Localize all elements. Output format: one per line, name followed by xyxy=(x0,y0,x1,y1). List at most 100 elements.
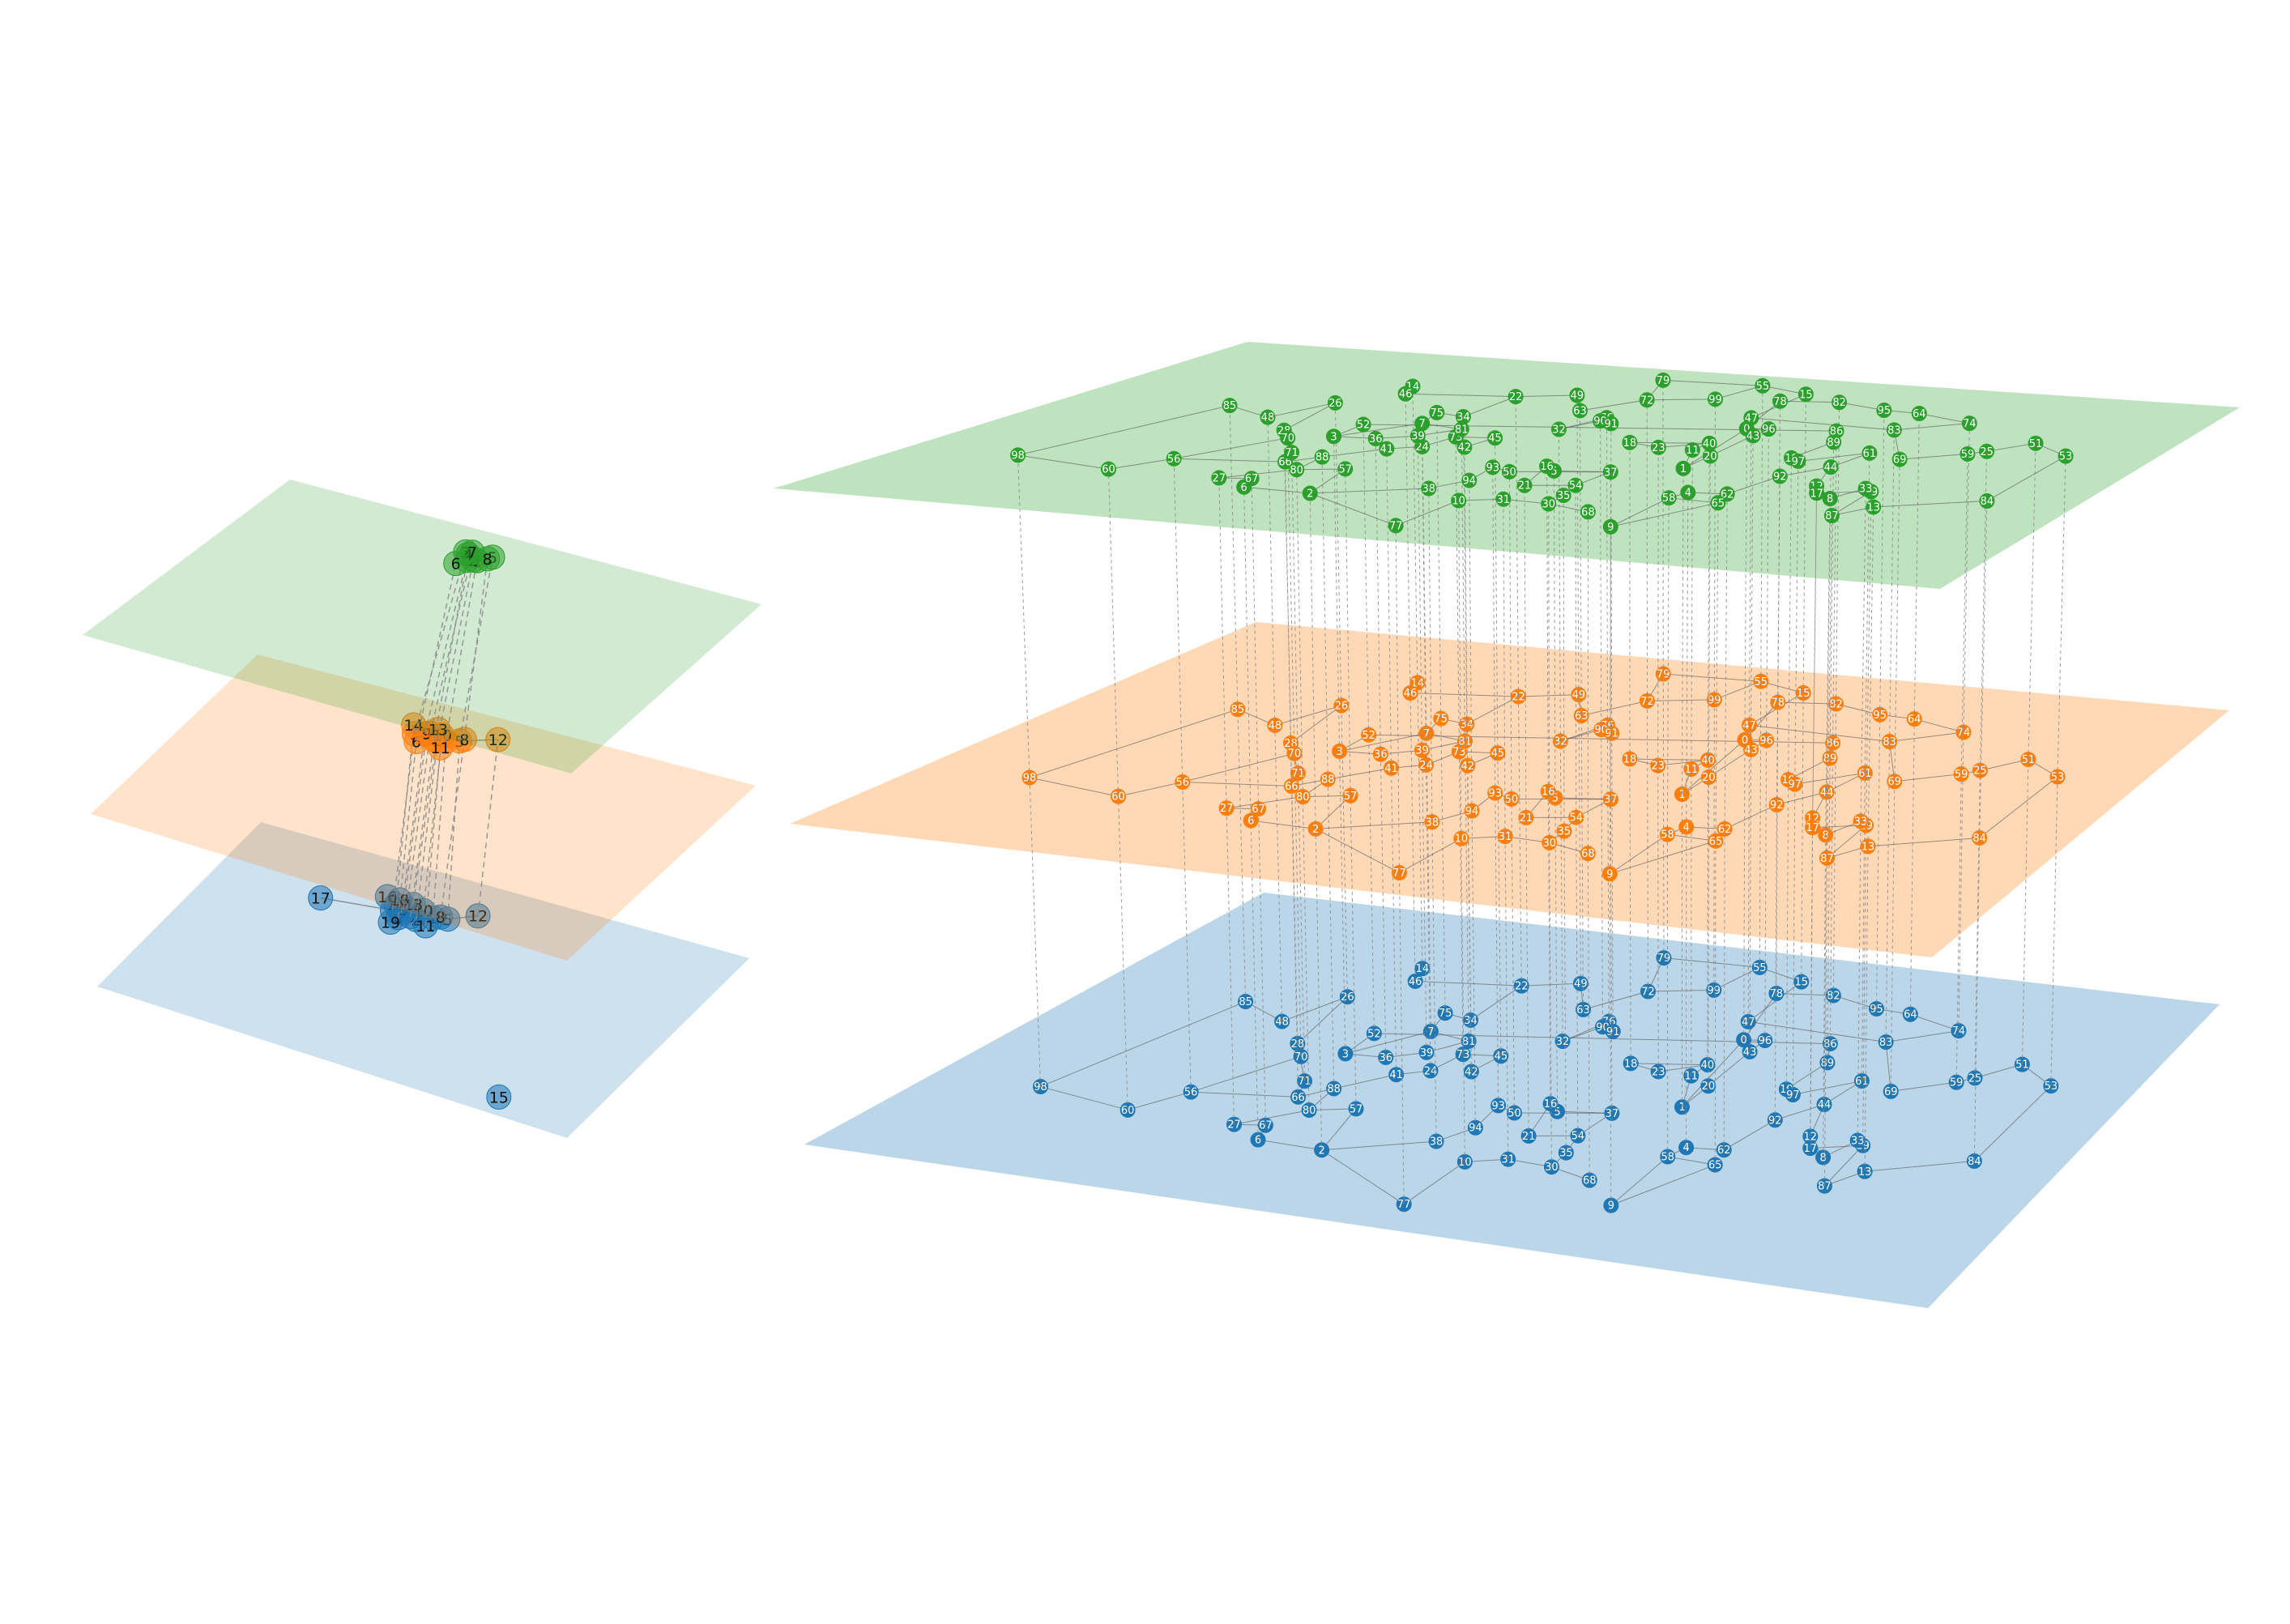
network-node: 26 xyxy=(1328,395,1342,410)
node-label: 91 xyxy=(1605,728,1618,740)
network-node: 54 xyxy=(1568,478,1583,492)
node-label: 23 xyxy=(1652,442,1665,454)
node-label: 63 xyxy=(1576,1004,1590,1017)
node-label: 57 xyxy=(1344,791,1358,803)
node-label: 87 xyxy=(1820,853,1834,865)
node-label: 75 xyxy=(1435,714,1448,726)
node-label: 3 xyxy=(1330,431,1337,443)
node-label: 91 xyxy=(1605,418,1618,430)
node-label: 8 xyxy=(1819,1152,1826,1164)
network-node: 23 xyxy=(1651,1064,1665,1079)
node-label: 97 xyxy=(1792,456,1806,468)
node-label: 99 xyxy=(1708,394,1722,406)
node-label: 19 xyxy=(381,914,400,932)
node-label: 35 xyxy=(1559,1148,1573,1160)
node-label: 52 xyxy=(1357,420,1371,432)
node-label: 55 xyxy=(1753,962,1767,974)
network-node: 72 xyxy=(1640,393,1654,407)
node-label: 95 xyxy=(1873,710,1887,722)
node-label: 97 xyxy=(1786,1089,1800,1102)
node-label: 94 xyxy=(1465,806,1479,818)
node-label: 42 xyxy=(1461,761,1475,773)
node-label: 1 xyxy=(1678,789,1685,801)
node-label: 22 xyxy=(1509,391,1523,403)
node-label: 25 xyxy=(1980,446,1994,458)
node-label: 63 xyxy=(1573,405,1587,417)
node-label: 50 xyxy=(1503,467,1516,479)
node-label: 50 xyxy=(1505,794,1519,806)
node-label: 60 xyxy=(1121,1105,1135,1117)
node-label: 70 xyxy=(1281,433,1294,445)
node-label: 53 xyxy=(2059,451,2073,463)
node-label: 94 xyxy=(1469,1123,1482,1135)
node-label: 3 xyxy=(1336,746,1342,758)
network-node: 17 xyxy=(309,886,333,910)
node-label: 18 xyxy=(1623,437,1637,450)
node-label: 71 xyxy=(1291,768,1305,780)
network-node: 22 xyxy=(1508,390,1523,404)
node-label: 78 xyxy=(1770,988,1784,1000)
node-label: 64 xyxy=(1904,1009,1917,1021)
node-label: 57 xyxy=(1338,463,1352,475)
node-label: 80 xyxy=(1296,791,1310,803)
node-label: 69 xyxy=(1893,454,1907,467)
node-label: 96 xyxy=(1759,735,1773,748)
node-label: 54 xyxy=(1571,1131,1585,1143)
node-label: 9 xyxy=(1606,868,1613,880)
node-label: 17 xyxy=(1806,822,1819,834)
node-label: 26 xyxy=(1341,991,1354,1004)
node-label: 84 xyxy=(1968,1156,1981,1168)
node-label: 33 xyxy=(1859,484,1873,496)
node-label: 82 xyxy=(1827,990,1840,1002)
network-node: 41 xyxy=(1380,441,1394,456)
node-label: 41 xyxy=(1384,763,1398,775)
network-node: 69 xyxy=(1892,452,1907,467)
node-label: 9 xyxy=(1608,1200,1614,1213)
node-label: 72 xyxy=(1640,394,1654,407)
node-label: 67 xyxy=(1259,1120,1273,1132)
node-label: 31 xyxy=(1497,494,1511,506)
node-label: 59 xyxy=(1950,1077,1964,1089)
node-label: 17 xyxy=(1810,488,1823,500)
node-label: 95 xyxy=(1878,405,1891,417)
node-label: 7 xyxy=(1427,1026,1434,1038)
network-node: 59 xyxy=(1960,446,1975,461)
network-node: 45 xyxy=(1488,431,1503,445)
node-label: 2 xyxy=(1307,488,1313,500)
node-label: 43 xyxy=(1744,744,1758,757)
network-node: 94 xyxy=(1462,473,1477,488)
node-label: 56 xyxy=(1167,454,1181,466)
node-label: 51 xyxy=(2015,1059,2029,1072)
network-node: 47 xyxy=(1744,411,1759,425)
node-label: 67 xyxy=(1252,803,1265,816)
node-label: 4 xyxy=(1683,821,1690,833)
network-node: 46 xyxy=(1398,386,1413,401)
node-label: 28 xyxy=(1291,1038,1305,1051)
network-node: 17 xyxy=(1810,486,1824,501)
network-node: 95 xyxy=(1877,403,1891,418)
node-label: 17 xyxy=(311,890,330,908)
network-node: 78 xyxy=(1773,394,1788,408)
node-label: 40 xyxy=(1701,755,1715,767)
node-label: 42 xyxy=(1465,1066,1478,1078)
node-label: 13 xyxy=(1858,1166,1872,1179)
node-label: 41 xyxy=(1389,1069,1403,1081)
network-node: 21 xyxy=(1517,478,1532,492)
node-label: 74 xyxy=(1963,418,1977,430)
network-node: 68 xyxy=(1580,505,1595,519)
node-label: 77 xyxy=(1392,867,1406,880)
node-label: 99 xyxy=(1708,985,1721,997)
node-label: 16 xyxy=(1544,1098,1558,1110)
node-label: 20 xyxy=(1702,1081,1716,1093)
node-label: 37 xyxy=(1604,467,1618,479)
network-node: 63 xyxy=(1572,403,1587,418)
network-node: 93 xyxy=(1486,460,1500,475)
node-label: 98 xyxy=(1011,450,1025,462)
node-label: 85 xyxy=(1231,704,1245,716)
network-node: 85 xyxy=(1222,399,1237,413)
node-label: 8 xyxy=(483,551,493,569)
node-label: 46 xyxy=(1399,389,1413,401)
node-label: 65 xyxy=(1708,1160,1722,1172)
node-label: 13 xyxy=(1861,841,1875,853)
node-label: 81 xyxy=(1462,1036,1476,1048)
